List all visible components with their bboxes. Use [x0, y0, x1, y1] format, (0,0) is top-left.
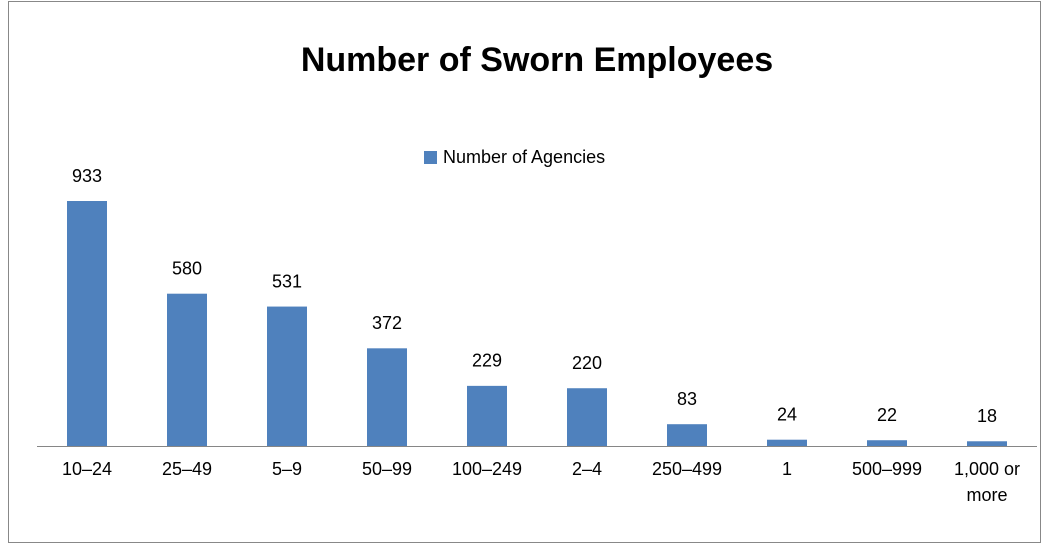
chart-frame — [8, 1, 1041, 543]
data-label: 372 — [372, 313, 402, 333]
x-tick-label: 100–249 — [451, 459, 523, 479]
x-tick-label: 1 — [781, 459, 792, 479]
data-label: 18 — [977, 406, 997, 426]
x-tick-label: 5–9 — [271, 459, 303, 479]
x-tick-label: 1,000 or more — [953, 459, 1021, 505]
bar — [767, 439, 807, 446]
x-tick-label: 25–49 — [161, 459, 213, 479]
data-label: 580 — [172, 258, 202, 278]
x-tick-label: 50–99 — [361, 459, 413, 479]
data-label: 22 — [877, 405, 897, 425]
x-tick-label: 250–499 — [651, 459, 723, 479]
bar — [967, 441, 1007, 446]
bar — [267, 306, 307, 446]
bar — [567, 388, 607, 446]
data-label: 83 — [677, 389, 697, 409]
legend-label: Number of Agencies — [443, 147, 605, 167]
bar — [167, 293, 207, 446]
x-tick-label: 2–4 — [571, 459, 603, 479]
bar — [367, 348, 407, 446]
bar — [667, 424, 707, 446]
x-tick-label: 500–999 — [851, 459, 923, 479]
x-tick-label: 10–24 — [61, 459, 113, 479]
data-label: 933 — [72, 166, 102, 186]
data-label: 220 — [572, 353, 602, 373]
bar — [67, 201, 107, 446]
data-label: 24 — [777, 404, 797, 424]
legend-swatch — [424, 151, 437, 164]
data-label: 229 — [472, 351, 502, 371]
chart-title: Number of Sworn Employees — [301, 41, 773, 79]
bar — [467, 385, 507, 446]
bar — [867, 440, 907, 446]
data-label: 531 — [272, 271, 302, 291]
